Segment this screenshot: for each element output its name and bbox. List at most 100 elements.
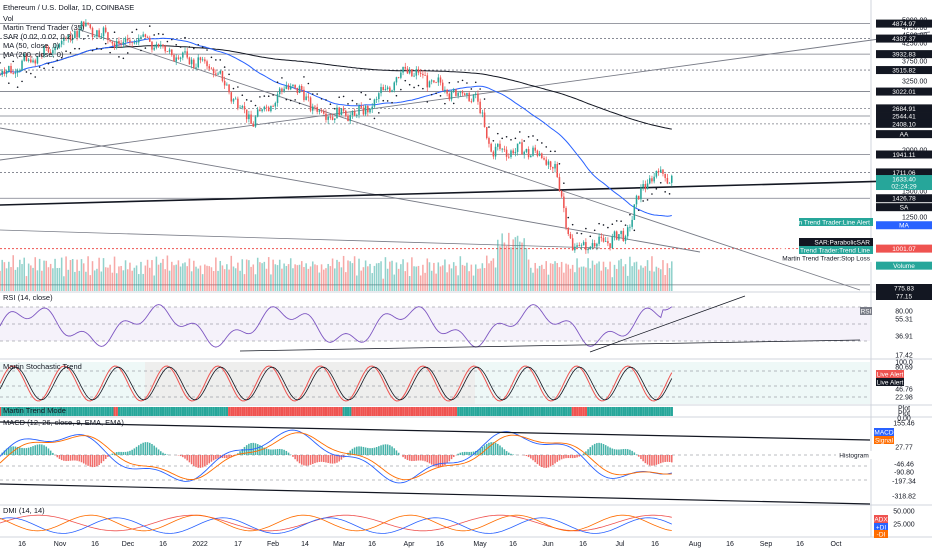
volume-bar xyxy=(602,261,605,291)
sar-dot xyxy=(470,88,473,90)
histogram-bar xyxy=(217,455,219,459)
volume-bar xyxy=(338,261,340,291)
volume-bar xyxy=(664,274,666,291)
pane-backgrounds xyxy=(0,0,932,538)
mode-bar xyxy=(217,407,220,416)
candle-body xyxy=(558,177,561,191)
mode-bar xyxy=(388,407,392,416)
volume-bar xyxy=(384,257,387,291)
candles[interactable] xyxy=(0,19,673,254)
candle-body xyxy=(347,115,349,122)
price-tag-bg xyxy=(876,194,932,203)
volume-bar xyxy=(234,268,237,291)
candle-body xyxy=(492,151,495,157)
histogram-bar xyxy=(417,455,420,461)
candle-body xyxy=(338,107,340,116)
volume-bar xyxy=(362,267,365,291)
histogram-bar xyxy=(298,455,301,464)
histogram-bar xyxy=(382,444,385,455)
mode-bar xyxy=(483,407,486,416)
trend-mode-pane[interactable] xyxy=(0,407,673,416)
histogram-bar xyxy=(188,455,191,463)
candle-body xyxy=(226,84,228,86)
mode-bar xyxy=(0,407,2,416)
candle-body xyxy=(52,50,54,54)
histogram-bar xyxy=(596,443,598,455)
candle-body xyxy=(12,73,14,74)
mode-bar xyxy=(377,407,381,416)
histogram-bar xyxy=(49,450,52,455)
candle-body xyxy=(644,183,647,190)
mode-bar xyxy=(106,407,110,416)
sar-dot xyxy=(78,47,81,50)
volume-bar xyxy=(393,274,396,291)
stochastic-pane[interactable] xyxy=(0,362,870,404)
histogram-bar xyxy=(541,455,543,468)
legend-ma50: MA (50, close, 0) xyxy=(3,41,60,50)
mode-bar xyxy=(283,407,286,416)
histogram-bar xyxy=(162,452,164,455)
candle-body xyxy=(514,151,517,154)
mode-bar xyxy=(58,407,61,416)
mode-bar xyxy=(214,407,218,416)
sar-dot xyxy=(21,80,23,83)
price-tag-bg xyxy=(876,221,932,230)
volume-bar xyxy=(576,258,578,291)
sar-dot xyxy=(426,101,429,103)
histogram-bar xyxy=(536,455,539,465)
candle-body xyxy=(206,61,208,67)
mode-bar xyxy=(29,407,33,416)
candle-body xyxy=(580,245,583,247)
volume-bar xyxy=(199,265,202,291)
volume-bar xyxy=(241,259,244,291)
dmi-pane[interactable] xyxy=(0,514,672,534)
mode-bar xyxy=(534,407,537,416)
sar-dot xyxy=(598,222,600,225)
price-tag-bg xyxy=(876,284,932,292)
volume-bar xyxy=(558,267,561,291)
histogram-bar xyxy=(197,455,199,468)
volume-bar xyxy=(461,264,464,291)
histogram-bar xyxy=(118,451,120,455)
volume-bar xyxy=(408,276,411,291)
rsi-pane[interactable] xyxy=(0,295,870,353)
histogram-bar xyxy=(543,455,545,468)
histogram-bar xyxy=(635,454,638,455)
histogram-bar xyxy=(334,455,336,464)
time-tick: Oct xyxy=(831,541,842,548)
volume-bar xyxy=(237,262,239,291)
trend-lines[interactable] xyxy=(0,29,931,291)
mode-bar xyxy=(128,407,132,416)
volume-bar xyxy=(417,265,420,291)
volume-bar xyxy=(267,257,270,291)
price-tick: 3250.00 xyxy=(902,79,927,86)
candle-body xyxy=(241,106,244,108)
macd-tick: -46.46 xyxy=(894,462,914,469)
mode-bar xyxy=(668,407,671,416)
histogram-bar xyxy=(351,448,354,455)
volume-bar xyxy=(323,269,325,291)
histogram-bar xyxy=(571,455,574,459)
volume-bar xyxy=(76,259,78,291)
volume-bar xyxy=(510,247,512,291)
mode-bar xyxy=(243,407,246,416)
histogram-bar xyxy=(470,451,473,455)
candle-body xyxy=(157,44,160,47)
histogram-bar xyxy=(14,446,17,455)
candle-body xyxy=(243,106,246,110)
volume-bar xyxy=(60,257,63,291)
price-axis[interactable]: 5000.004750.004500.004250.003750.003500.… xyxy=(780,18,932,539)
candle-body xyxy=(582,242,585,246)
price-tag-bg xyxy=(876,150,932,159)
volume-bar xyxy=(481,263,484,291)
macd-pane[interactable] xyxy=(0,421,871,505)
time-axis[interactable]: 16 Nov 16 Dec 16 2022 17 Feb 14 Mar 16 Apr 16 May 16 Ju… xyxy=(18,541,841,548)
macd-tick: -90.80 xyxy=(894,470,914,477)
mode-bar xyxy=(78,407,81,416)
volume-bar xyxy=(276,265,279,291)
sar-dot xyxy=(210,56,213,59)
sar-dot xyxy=(232,87,235,90)
histogram-bar xyxy=(190,455,193,465)
histogram-bar xyxy=(96,455,98,467)
